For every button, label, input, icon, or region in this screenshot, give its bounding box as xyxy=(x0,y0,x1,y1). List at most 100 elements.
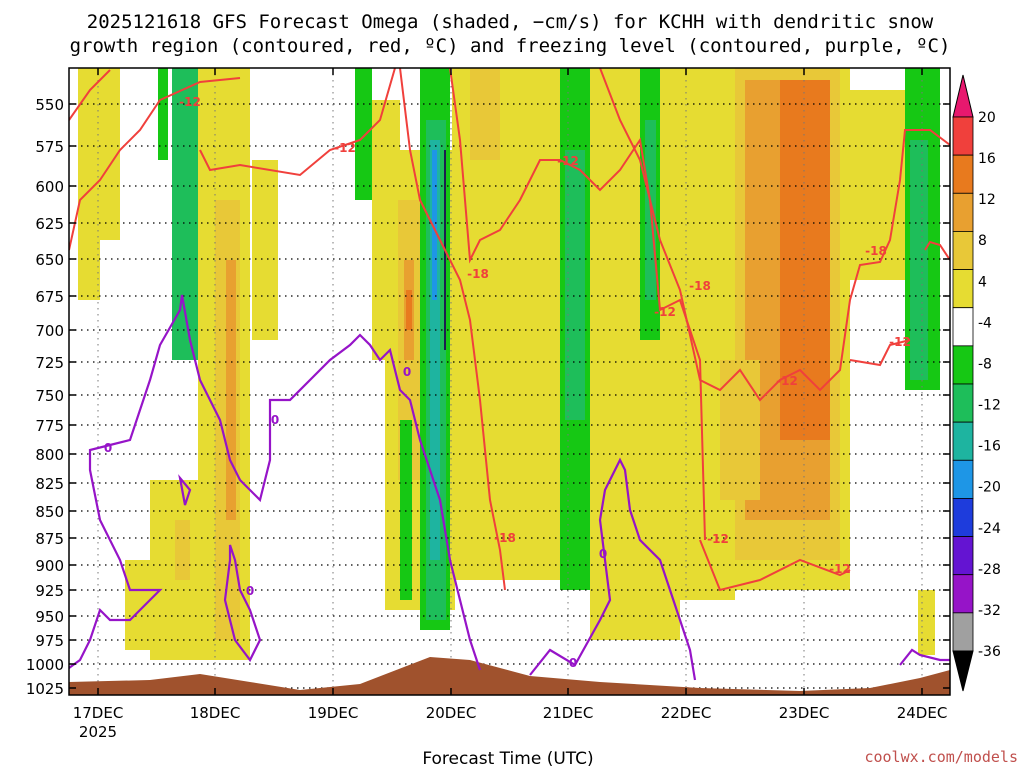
x-year-label: 2025 xyxy=(79,723,117,741)
omega-cell-33 xyxy=(660,68,735,600)
y-tick-label-13: 875 xyxy=(35,530,64,548)
colorbar-bin-8 xyxy=(952,383,974,423)
dgz-contour-5 xyxy=(599,68,950,402)
colorbar-bin-6 xyxy=(952,307,974,347)
omega-cell-27 xyxy=(565,150,585,420)
colorbar-label-11: -28 xyxy=(978,562,1001,578)
dgz-label-1: -12 xyxy=(334,141,356,155)
colorbar-label-5: -4 xyxy=(978,315,992,331)
colorbar-bin-13 xyxy=(952,574,974,614)
omega-cell-20 xyxy=(430,140,440,560)
colorbar-label-6: -8 xyxy=(978,356,992,372)
y-tick-label-18: 1000 xyxy=(26,656,64,674)
y-tick-label-11: 825 xyxy=(35,475,64,493)
freezing-label-5: 0 xyxy=(569,656,577,670)
y-tick-label-9: 775 xyxy=(35,417,64,435)
freezing-contour-2 xyxy=(178,474,192,506)
omega-cell-22 xyxy=(400,420,412,600)
omega-cell-38 xyxy=(720,360,760,500)
dgz-contour-6 xyxy=(699,539,851,592)
x-tick-label-0: 17DEC xyxy=(73,704,124,722)
contours: -12 -12 -12 -18 -18 -12 -12 -18 -12 -18 -12 -12 0 0 0 0… xyxy=(69,68,950,681)
y-tick-label-0: 550 xyxy=(35,96,64,114)
colorbar-label-4: 4 xyxy=(978,274,987,290)
colorbar-label-8: -16 xyxy=(978,439,1001,455)
colorbar-label-7: -12 xyxy=(978,398,1001,414)
freezing-label-3: 0 xyxy=(403,365,411,379)
omega-cell-11 xyxy=(125,560,160,650)
colorbar-bin-3 xyxy=(952,192,974,232)
dgz-label-0: -12 xyxy=(179,95,201,109)
y-tick-label-6: 700 xyxy=(35,322,64,340)
colorbar-bottom-arrow xyxy=(952,650,974,692)
x-tick-label-5: 22DEC xyxy=(661,704,712,722)
omega-cell-1 xyxy=(100,68,120,240)
omega-cell-24 xyxy=(470,68,500,160)
y-tick-label-7: 725 xyxy=(35,354,64,372)
colorbar-bin-14 xyxy=(952,612,974,652)
dgz-label-7: -18 xyxy=(865,244,887,258)
x-tick-label-7: 24DEC xyxy=(897,704,948,722)
dgz-label-4: -18 xyxy=(689,279,711,293)
y-tick-label-4: 650 xyxy=(35,251,64,269)
chart-title-line-1: 2025121618 GFS Forecast Omega (shaded, −… xyxy=(87,11,934,33)
omega-cell-41 xyxy=(910,140,928,380)
grid-lines xyxy=(69,68,950,695)
x-axis-label: Forecast Time (UTC) xyxy=(422,749,593,768)
colorbar-bin-9 xyxy=(952,421,974,461)
omega-cell-21 xyxy=(432,150,437,300)
colorbar-label-13: -36 xyxy=(978,644,1001,660)
colorbar-label-9: -20 xyxy=(978,480,1001,496)
y-tick-label-8: 750 xyxy=(35,387,64,405)
dgz-contour-2 xyxy=(199,68,396,177)
omega-cell-12 xyxy=(355,68,372,200)
colorbar-bin-7 xyxy=(952,345,974,385)
y-tick-label-14: 900 xyxy=(35,557,64,575)
omega-cell-39 xyxy=(850,90,905,280)
colorbar-bin-4 xyxy=(952,231,974,270)
colorbar-bin-5 xyxy=(952,269,974,309)
dgz-contour-8 xyxy=(924,240,950,261)
colorbar-top-arrow xyxy=(952,74,974,118)
x-tick-label-2: 19DEC xyxy=(308,704,359,722)
y-tick-label-1: 575 xyxy=(35,138,64,156)
colorbar-label-3: 8 xyxy=(978,233,987,249)
colorbar-bin-11 xyxy=(952,498,974,537)
terrain xyxy=(69,657,950,695)
colorbar-label-0: 20 xyxy=(978,110,996,126)
y-tick-label-5: 675 xyxy=(35,288,64,306)
omega-shading xyxy=(78,68,940,660)
freezing-label-0: 0 xyxy=(104,441,112,455)
x-axis: 17DEC 18DEC 19DEC 20DEC 21DEC 22DEC 23DEC 24DEC… xyxy=(73,68,948,741)
y-tick-label-17: 975 xyxy=(35,632,64,650)
dgz-contour-1 xyxy=(69,77,241,251)
chart-title-line-2: growth region (contoured, red, ºC) and f… xyxy=(70,35,951,57)
colorbar: 20 16 12 8 4 -4 -8 -12 -16 -20 -24 -28 -32 -36 xyxy=(952,74,1001,692)
colorbar-label-12: -32 xyxy=(978,603,1001,619)
x-tick-label-1: 18DEC xyxy=(190,704,241,722)
freezing-contour-1 xyxy=(223,544,262,663)
omega-cell-37 xyxy=(780,80,830,440)
dgz-label-6: -12 xyxy=(776,374,798,388)
omega-cell-0 xyxy=(78,68,100,300)
colorbar-bin-10 xyxy=(952,459,974,499)
credit-text[interactable]: coolwx.com/models xyxy=(864,748,1018,766)
colorbar-bin-12 xyxy=(952,536,974,576)
colorbar-label-2: 12 xyxy=(978,192,996,208)
x-tick-label-6: 23DEC xyxy=(779,704,830,722)
dgz-label-3: -18 xyxy=(467,267,489,281)
y-axis: 550 575 600 625 650 675 700 725 750 775 800 825 850 8… xyxy=(26,96,950,698)
dgz-contour-4 xyxy=(449,68,706,541)
y-tick-label-10: 800 xyxy=(35,446,64,464)
freezing-contour-0 xyxy=(69,294,482,671)
dgz-label-8: -12 xyxy=(889,335,911,349)
dgz-label-11: -12 xyxy=(829,562,851,576)
colorbar-bin-1 xyxy=(952,116,974,156)
freezing-label-2: 0 xyxy=(246,584,254,598)
omega-cell-17 xyxy=(406,290,412,330)
y-tick-label-16: 950 xyxy=(35,608,64,626)
y-tick-label-15: 925 xyxy=(35,582,64,600)
dgz-contour-3 xyxy=(399,68,506,591)
y-tick-label-3: 625 xyxy=(35,215,64,233)
x-tick-label-3: 20DEC xyxy=(426,704,477,722)
